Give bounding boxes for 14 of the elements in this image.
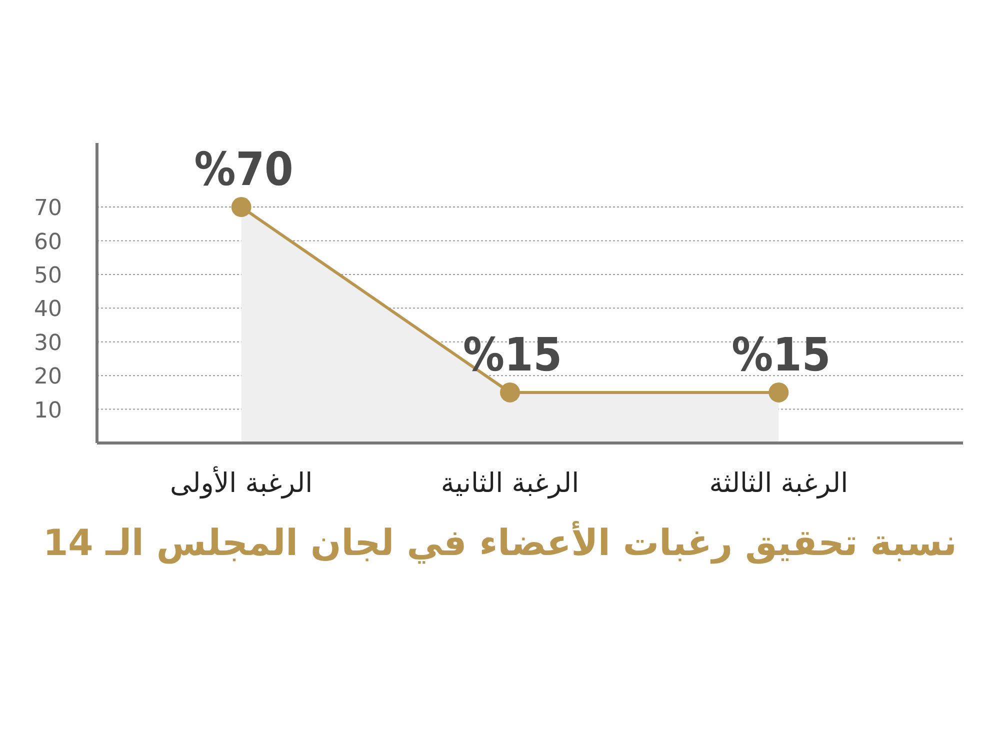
x-tick-label: الرغبة الثالثة [709,468,848,499]
y-tick-label: 50 [34,263,62,288]
y-tick-label: 30 [34,330,62,356]
data-label: %15 [732,327,831,382]
y-tick-label: 40 [34,297,62,322]
y-tick-label: 10 [34,398,62,424]
y-tick-label: 20 [34,364,62,390]
data-label: %70 [194,142,294,196]
x-tick-label: الرغبة الثانية [440,468,580,499]
text: نسبة تحقيق رغبات الأعضاء في لجان المجلس الـ 14 [43,521,957,564]
y-tick-label: 70 [34,196,62,222]
data-label: %15 [462,327,562,382]
x-tick-label: الرغبة الأولى [170,466,313,499]
y-tick-label: 60 [34,230,62,255]
